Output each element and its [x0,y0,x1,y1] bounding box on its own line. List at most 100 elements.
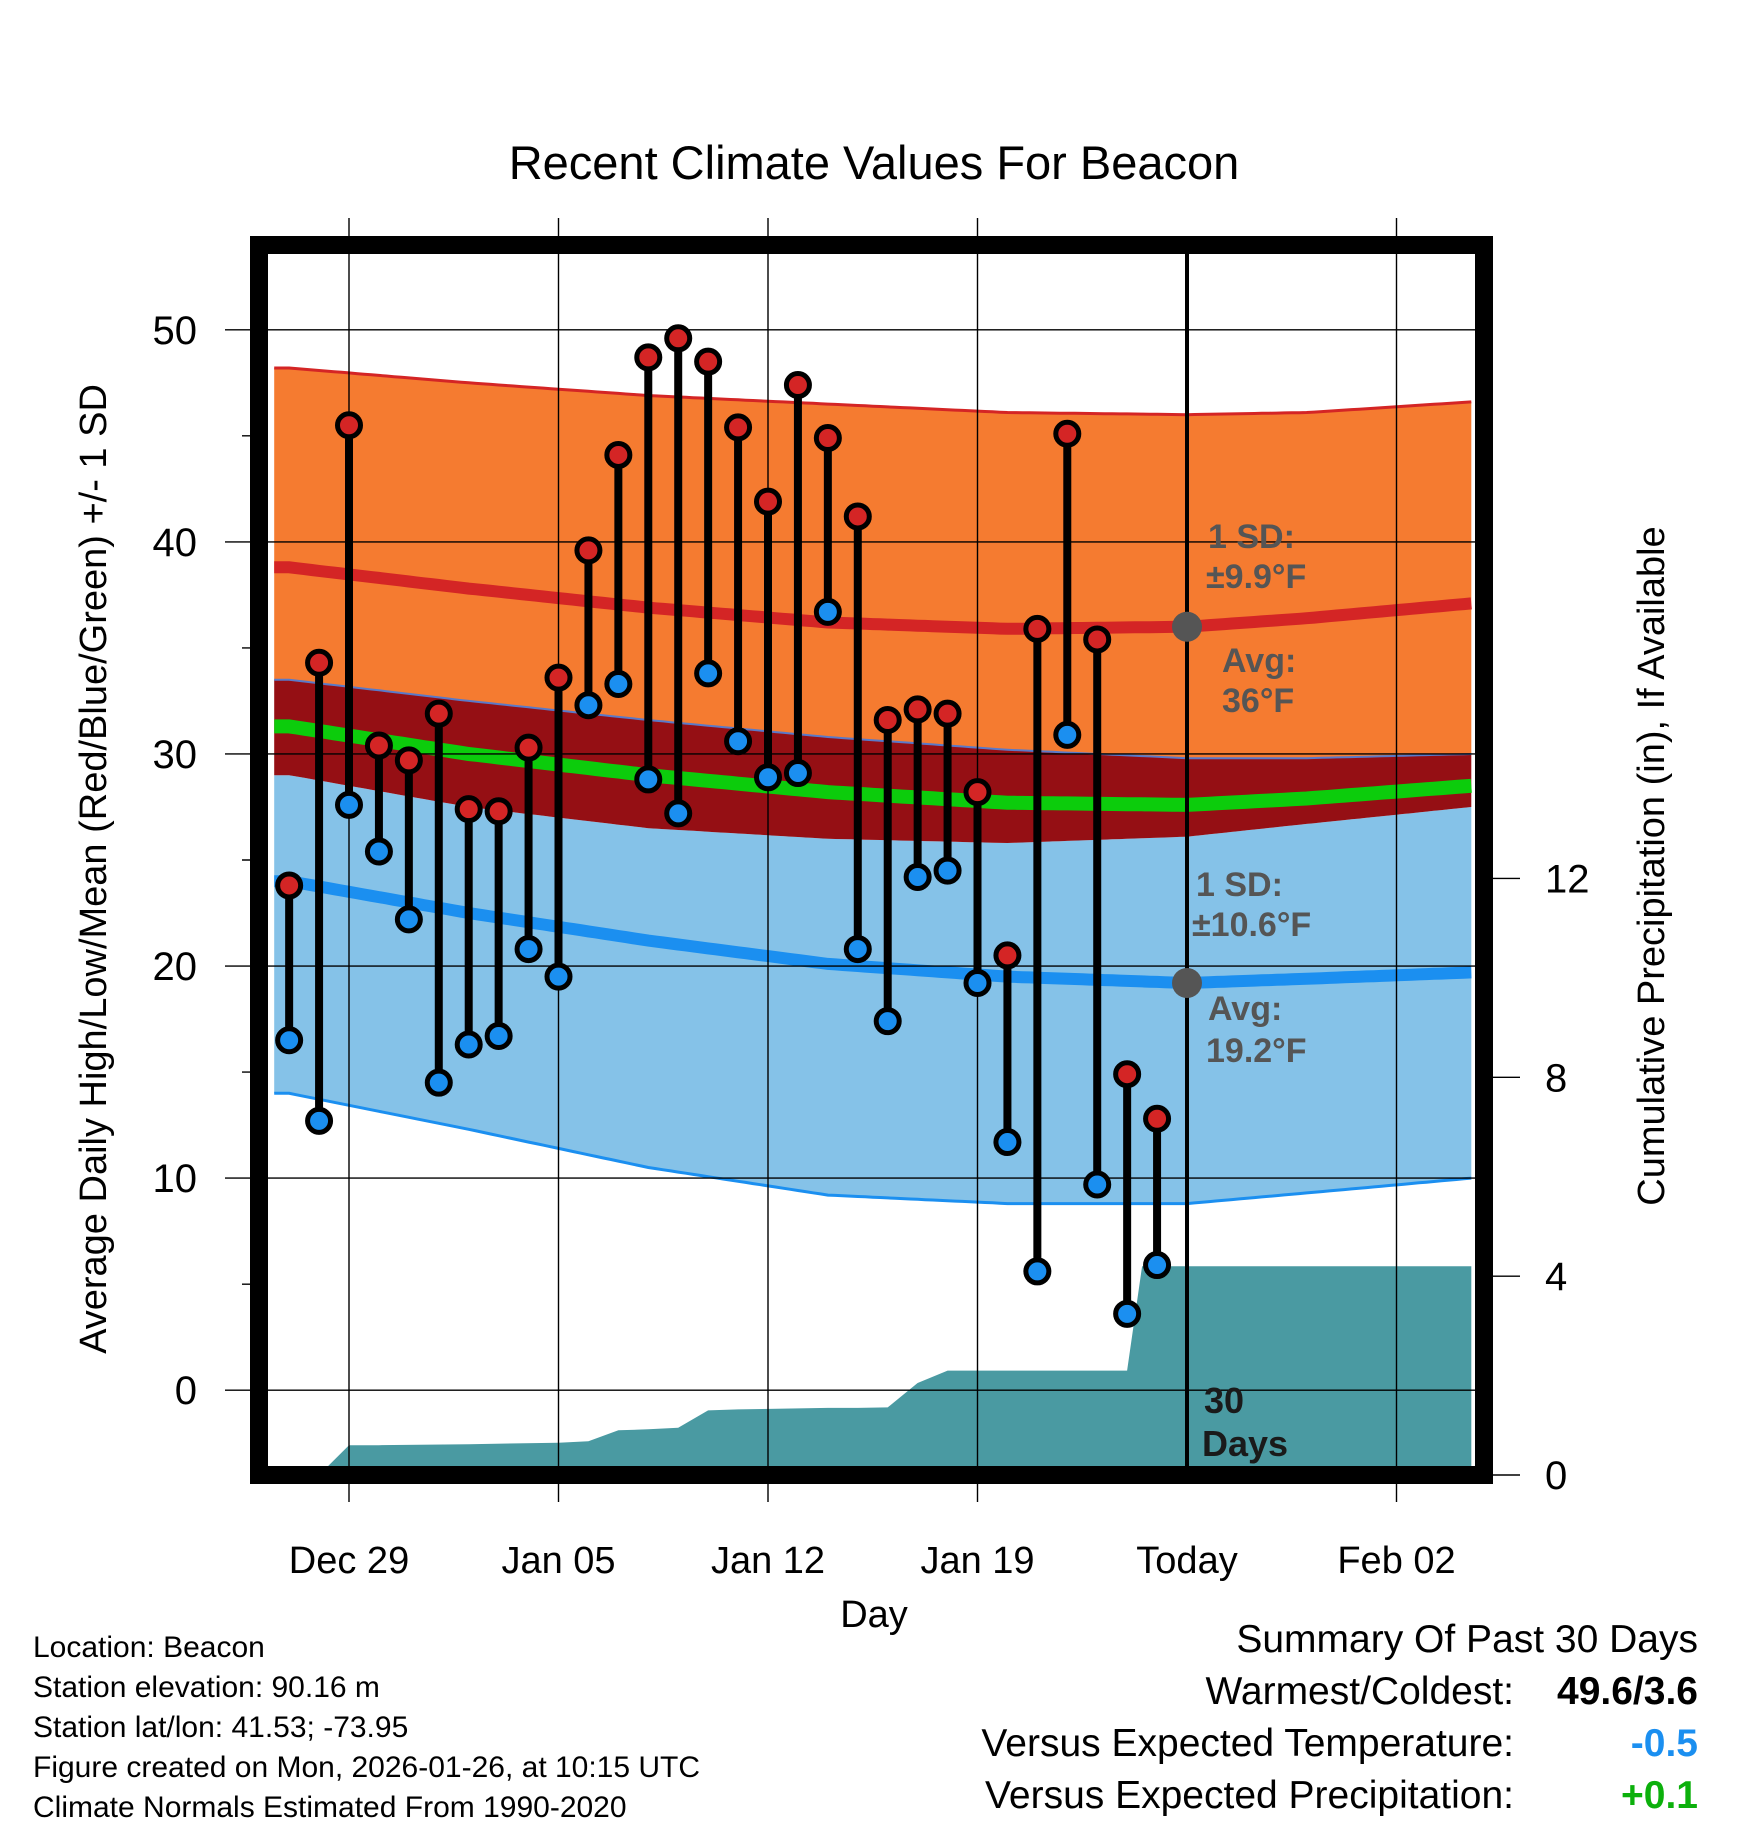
daily-high-point [754,487,782,516]
daily-high-point [813,423,842,452]
y2-axis-label: Cumulative Precipitation (in), If Availa… [1631,526,1673,1205]
daily-high-point [664,324,693,353]
daily-high-point [963,778,992,807]
temp-vs-expected-label: Versus Expected Temperature: [981,1722,1514,1765]
low-lower-edge [274,1091,1472,1206]
daily-high-point [1083,625,1112,654]
low-sd-band [274,775,1472,1204]
x-tick-label: Jan 05 [501,1540,615,1582]
temp-vs-expected-value: -0.5 [1630,1722,1698,1765]
y2-tick-label: 4 [1545,1255,1567,1299]
days-count: 30 [1204,1380,1244,1421]
daily-high-point [604,440,633,469]
precip-vs-expected-value: +0.1 [1621,1774,1698,1817]
daily-high-point [454,795,483,824]
low-avg-value: 19.2°F [1206,1032,1307,1070]
high-upper-edge [274,366,1472,417]
daily-low-point [364,837,393,866]
high-sd-annotation: 1 SD: ±9.9°F Avg: 36°F [1206,518,1306,720]
daily-high-point [275,871,304,900]
y-tick-label: 20 [153,945,198,989]
y-tick-label: 30 [153,733,198,777]
plot-area: 0 10 20 30 40 50 0 4 8 12 Dec 29 Jan 05 Jan 12 Jan 19… [153,218,1590,1582]
daily-high-point [544,663,573,692]
high-sd-band [274,368,1472,759]
daily-high-point [873,706,902,735]
daily-low-point [843,935,872,964]
y2-tick-label: 8 [1545,1056,1567,1100]
low-sd-label: 1 SD: [1196,866,1283,904]
daily-low-point [873,1007,902,1036]
high-sd-value: ±9.9°F [1206,558,1306,596]
daily-low-point [783,759,812,788]
daily-bars [275,324,1172,1328]
daily-low-point [754,763,782,792]
high-avg-line [274,561,1472,635]
high-avg-marker [1172,611,1202,642]
daily-low-point [903,862,932,891]
daily-low-point [394,905,423,934]
daily-low-point [484,1022,513,1051]
data-layers [274,366,1472,1475]
y-axis-left: 0 10 20 30 40 50 [153,309,259,1413]
daily-high-point [514,733,543,762]
daily-high-point [335,411,363,440]
daily-high-point [305,648,334,677]
x-tick-label: Jan 19 [920,1540,1034,1582]
daily-high-point [484,797,513,826]
y-tick-label: 50 [153,309,198,353]
daily-low-point [1083,1170,1112,1199]
daily-high-point [364,731,393,760]
daily-high-point [1113,1060,1142,1089]
daily-low-point [1053,720,1082,749]
daily-low-point [813,597,842,626]
days-annotation: 30 Days [1202,1380,1288,1464]
y-axis-label: Average Daily High/Low/Mean (Red/Blue/Gr… [73,384,115,1354]
daily-low-point [335,790,363,819]
daily-low-point [933,856,962,885]
location-text: Location: Beacon [33,1631,265,1664]
daily-low-point [694,659,723,688]
daily-high-point [903,695,932,724]
high-lower-edge [274,678,1472,760]
daily-high-point [1143,1104,1172,1133]
daily-low-point [1113,1299,1142,1328]
daily-high-point [724,413,753,442]
low-avg-marker [1172,968,1202,998]
created-text: Figure created on Mon, 2026-01-26, at 10… [33,1751,701,1784]
elevation-text: Station elevation: 90.16 m [33,1671,380,1704]
x-axis: Dec 29 Jan 05 Jan 12 Jan 19 Today Feb 02 [289,1540,1456,1582]
station-metadata: Location: Beacon Station elevation: 90.1… [33,1628,700,1828]
daily-high-point [634,343,663,372]
daily-low-point [514,935,543,964]
warmest-coldest-value: 49.6/3.6 [1557,1670,1698,1713]
daily-low-point [963,969,992,997]
daily-high-point [1053,419,1082,448]
daily-high-point [843,502,872,531]
daily-low-point [1023,1257,1052,1286]
daily-high-point [394,746,423,775]
daily-low-point [424,1068,453,1097]
daily-low-point [275,1026,304,1055]
x-tick-label: Feb 02 [1337,1540,1455,1582]
y-tick-label: 40 [153,521,198,565]
daily-low-point [604,669,633,698]
low-avg-line [274,875,1472,990]
precip-vs-expected-label: Versus Expected Precipitation: [985,1774,1514,1817]
daily-high-point [783,370,812,399]
high-avg-value: 36°F [1222,682,1294,720]
x-tick-label: Jan 12 [711,1540,825,1582]
x-tick-label: Dec 29 [289,1540,409,1582]
daily-high-point [694,347,723,376]
daily-low-point [993,1128,1022,1157]
daily-low-point [454,1030,483,1059]
daily-low-point [724,727,753,756]
daily-low-point [634,765,663,794]
low-sd-value: ±10.6°F [1192,906,1311,944]
summary-panel: Summary Of Past 30 Days Warmest/Coldest:… [798,1618,1698,1826]
daily-high-point [933,699,962,728]
high-sd-label: 1 SD: [1208,518,1295,556]
warmest-coldest-label: Warmest/Coldest: [1205,1670,1514,1713]
y-tick-label: 0 [175,1369,197,1413]
